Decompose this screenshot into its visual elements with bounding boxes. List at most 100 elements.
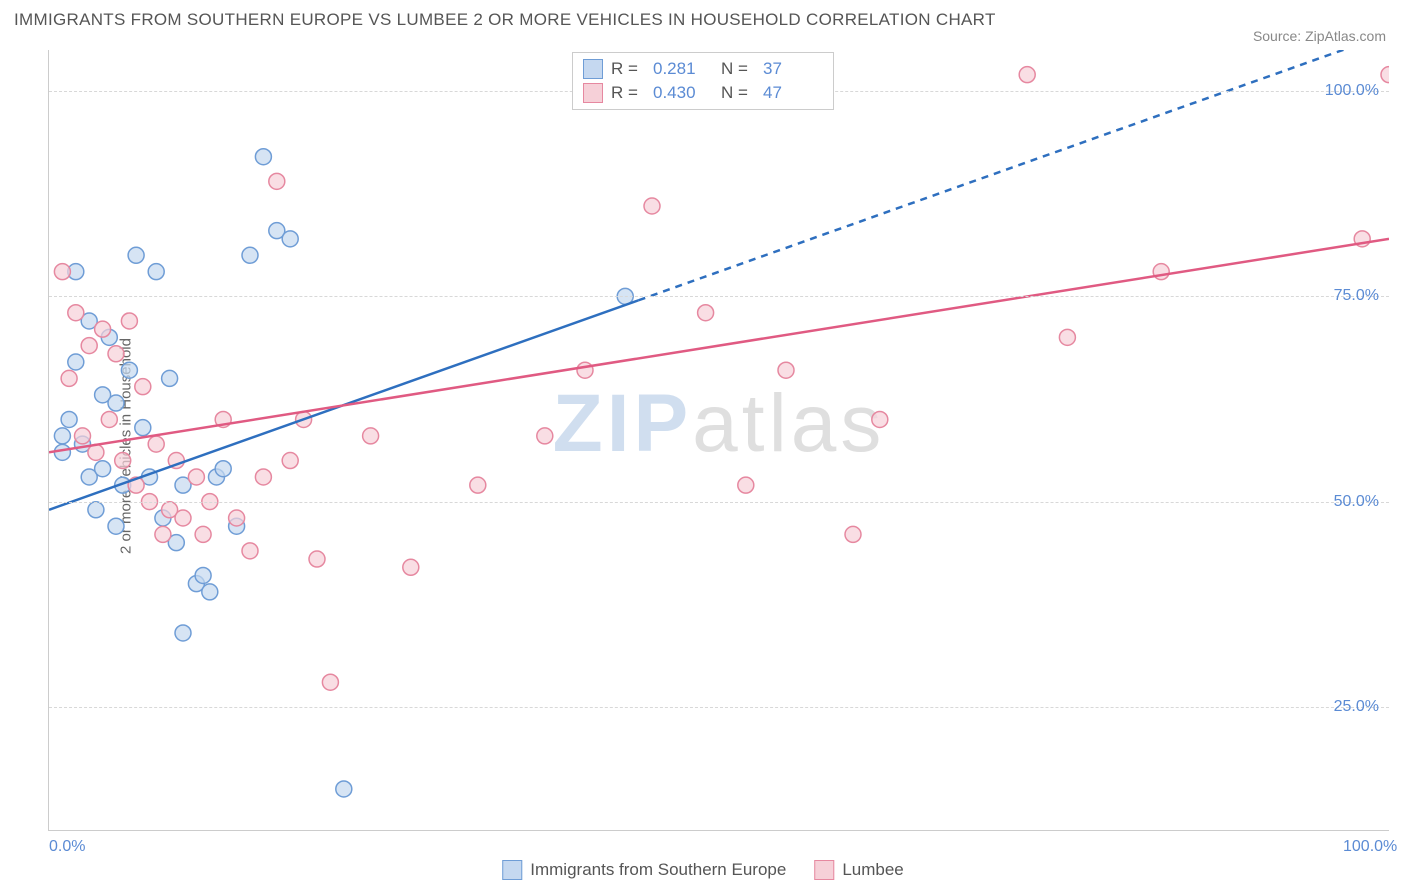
- trend-line: [49, 300, 639, 510]
- xtick-label: 0.0%: [49, 838, 85, 856]
- watermark-atlas: atlas: [692, 378, 885, 469]
- scatter-point: [88, 444, 104, 460]
- gridline: [49, 707, 1389, 708]
- scatter-point: [195, 567, 211, 583]
- legend-r-label: R =: [611, 59, 645, 79]
- scatter-point: [95, 461, 111, 477]
- scatter-point: [68, 305, 84, 321]
- scatter-point: [698, 305, 714, 321]
- scatter-point: [61, 411, 77, 427]
- legend-r-value: 0.430: [653, 83, 713, 103]
- ytick-label: 25.0%: [1334, 698, 1379, 716]
- scatter-point: [470, 477, 486, 493]
- scatter-point: [215, 411, 231, 427]
- scatter-point: [75, 436, 91, 452]
- legend-series: Immigrants from Southern Europe Lumbee: [502, 860, 904, 880]
- scatter-point: [101, 329, 117, 345]
- scatter-point: [215, 461, 231, 477]
- scatter-point: [242, 543, 258, 559]
- scatter-point: [115, 477, 131, 493]
- scatter-point: [155, 526, 171, 542]
- xtick-label: 100.0%: [1343, 838, 1397, 856]
- gridline: [49, 502, 1389, 503]
- legend-swatch: [583, 83, 603, 103]
- scatter-point: [168, 453, 184, 469]
- legend-swatch: [502, 860, 522, 880]
- scatter-point: [54, 444, 70, 460]
- scatter-point: [108, 518, 124, 534]
- scatter-point: [108, 395, 124, 411]
- scatter-point: [403, 559, 419, 575]
- watermark-zip: ZIP: [553, 378, 693, 469]
- legend-item: Lumbee: [814, 860, 903, 880]
- scatter-point: [1381, 67, 1389, 83]
- legend-row: R = 0.281 N = 37: [583, 57, 823, 81]
- scatter-point: [738, 477, 754, 493]
- scatter-point: [188, 576, 204, 592]
- scatter-point: [81, 469, 97, 485]
- scatter-point: [128, 477, 144, 493]
- scatter-point: [121, 313, 137, 329]
- chart-title: IMMIGRANTS FROM SOUTHERN EUROPE VS LUMBE…: [14, 10, 996, 30]
- scatter-point: [845, 526, 861, 542]
- scatter-point: [309, 551, 325, 567]
- scatter-point: [202, 584, 218, 600]
- legend-swatch: [814, 860, 834, 880]
- scatter-point: [162, 370, 178, 386]
- plot-area: ZIPatlas 25.0%50.0%75.0%100.0%0.0%100.0%: [48, 50, 1389, 831]
- scatter-point: [1059, 329, 1075, 345]
- legend-swatch: [583, 59, 603, 79]
- scatter-point: [577, 362, 593, 378]
- scatter-point: [95, 387, 111, 403]
- scatter-point: [81, 313, 97, 329]
- scatter-point: [155, 510, 171, 526]
- scatter-point: [1354, 231, 1370, 247]
- scatter-point: [336, 781, 352, 797]
- scatter-point: [135, 420, 151, 436]
- scatter-point: [68, 354, 84, 370]
- scatter-point: [162, 502, 178, 518]
- gridline: [49, 296, 1389, 297]
- scatter-point: [128, 247, 144, 263]
- scatter-point: [175, 625, 191, 641]
- scatter-point: [95, 321, 111, 337]
- trend-line: [49, 239, 1389, 452]
- legend-n-label: N =: [721, 83, 755, 103]
- scatter-point: [148, 436, 164, 452]
- scatter-point: [68, 264, 84, 280]
- scatter-point: [872, 411, 888, 427]
- scatter-point: [255, 149, 271, 165]
- scatter-point: [242, 247, 258, 263]
- scatter-point: [282, 453, 298, 469]
- scatter-point: [188, 469, 204, 485]
- scatter-point: [142, 469, 158, 485]
- ytick-label: 75.0%: [1334, 287, 1379, 305]
- scatter-point: [229, 518, 245, 534]
- scatter-point: [195, 526, 211, 542]
- scatter-point: [101, 411, 117, 427]
- scatter-point: [115, 453, 131, 469]
- scatter-point: [75, 428, 91, 444]
- chart-svg: [49, 50, 1389, 830]
- legend-row: R = 0.430 N = 47: [583, 81, 823, 105]
- scatter-point: [54, 428, 70, 444]
- scatter-point: [1153, 264, 1169, 280]
- scatter-point: [269, 223, 285, 239]
- legend-n-label: N =: [721, 59, 755, 79]
- legend-label: Immigrants from Southern Europe: [530, 860, 786, 880]
- watermark: ZIPatlas: [553, 377, 886, 471]
- scatter-point: [363, 428, 379, 444]
- ytick-label: 50.0%: [1334, 493, 1379, 511]
- legend-r-label: R =: [611, 83, 645, 103]
- scatter-point: [209, 469, 225, 485]
- legend-n-value: 37: [763, 59, 823, 79]
- scatter-point: [175, 510, 191, 526]
- legend-n-value: 47: [763, 83, 823, 103]
- scatter-point: [135, 379, 151, 395]
- source-label: Source: ZipAtlas.com: [1253, 28, 1386, 44]
- scatter-point: [322, 674, 338, 690]
- scatter-point: [121, 362, 137, 378]
- scatter-point: [81, 338, 97, 354]
- legend-r-value: 0.281: [653, 59, 713, 79]
- legend-item: Immigrants from Southern Europe: [502, 860, 786, 880]
